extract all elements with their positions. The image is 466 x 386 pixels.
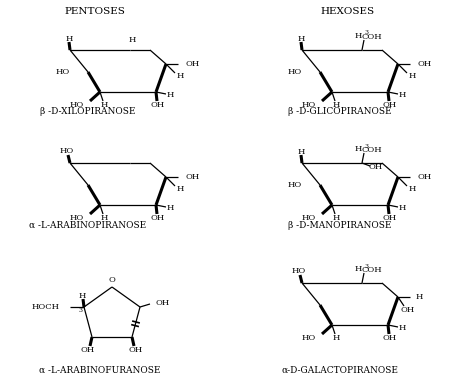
Text: HEXOSES: HEXOSES	[321, 7, 375, 17]
Text: OH: OH	[151, 101, 165, 109]
Text: H: H	[398, 204, 406, 212]
Text: O: O	[109, 276, 116, 284]
Text: OH: OH	[156, 299, 170, 307]
Text: HOCH: HOCH	[32, 303, 60, 311]
Text: H: H	[332, 214, 340, 222]
Text: H: H	[297, 148, 305, 156]
Text: α -L-ARABINOPIRANOSE: α -L-ARABINOPIRANOSE	[29, 220, 147, 230]
Text: H: H	[398, 91, 406, 99]
Text: H: H	[100, 101, 108, 109]
Text: COH: COH	[362, 146, 382, 154]
Text: COH: COH	[362, 266, 382, 274]
Text: COH: COH	[362, 33, 382, 41]
Text: HO: HO	[288, 68, 302, 76]
Text: OH: OH	[369, 163, 383, 171]
Text: H: H	[354, 265, 362, 273]
Text: α -L-ARABINOFURANOSE: α -L-ARABINOFURANOSE	[39, 366, 161, 374]
Text: OH: OH	[383, 334, 397, 342]
Text: H: H	[176, 72, 184, 80]
Text: H: H	[354, 145, 362, 153]
Text: H: H	[100, 214, 108, 222]
Text: OH: OH	[186, 173, 200, 181]
Text: HO: HO	[288, 181, 302, 189]
Text: HO: HO	[302, 214, 316, 222]
Text: 3: 3	[78, 308, 82, 313]
Text: HO: HO	[56, 68, 70, 76]
Text: 3: 3	[364, 264, 368, 269]
Text: HO: HO	[302, 101, 316, 109]
Text: H: H	[166, 91, 174, 99]
Text: 3: 3	[364, 144, 368, 149]
Text: HO: HO	[292, 267, 306, 275]
Text: H: H	[297, 35, 305, 43]
Text: H: H	[416, 293, 424, 301]
Text: β -D-MANOPIRANOSE: β -D-MANOPIRANOSE	[288, 220, 392, 230]
Text: HO: HO	[302, 334, 316, 342]
Text: H: H	[408, 185, 416, 193]
Text: OH: OH	[186, 60, 200, 68]
Text: OH: OH	[81, 346, 95, 354]
Text: α-D-GALACTOPIRANOSE: α-D-GALACTOPIRANOSE	[281, 366, 398, 374]
Text: H: H	[332, 101, 340, 109]
Text: H: H	[78, 292, 86, 300]
Text: PENTOSES: PENTOSES	[65, 7, 125, 17]
Text: H: H	[166, 204, 174, 212]
Text: H: H	[354, 32, 362, 40]
Text: OH: OH	[418, 173, 432, 181]
Text: H: H	[65, 35, 73, 43]
Text: HO: HO	[70, 101, 84, 109]
Text: OH: OH	[151, 214, 165, 222]
Text: β -D-GLICOPIRANOSE: β -D-GLICOPIRANOSE	[288, 107, 392, 117]
Text: H: H	[128, 36, 136, 44]
Text: H: H	[176, 185, 184, 193]
Text: 3: 3	[364, 30, 368, 36]
Text: HO: HO	[60, 147, 74, 155]
Text: HO: HO	[70, 214, 84, 222]
Text: OH: OH	[401, 306, 415, 314]
Text: H: H	[408, 72, 416, 80]
Text: OH: OH	[418, 60, 432, 68]
Text: β -D-XILOPIRANOSE: β -D-XILOPIRANOSE	[40, 107, 136, 117]
Text: H: H	[332, 334, 340, 342]
Text: H: H	[398, 324, 406, 332]
Text: OH: OH	[383, 101, 397, 109]
Text: OH: OH	[383, 214, 397, 222]
Text: OH: OH	[129, 346, 143, 354]
